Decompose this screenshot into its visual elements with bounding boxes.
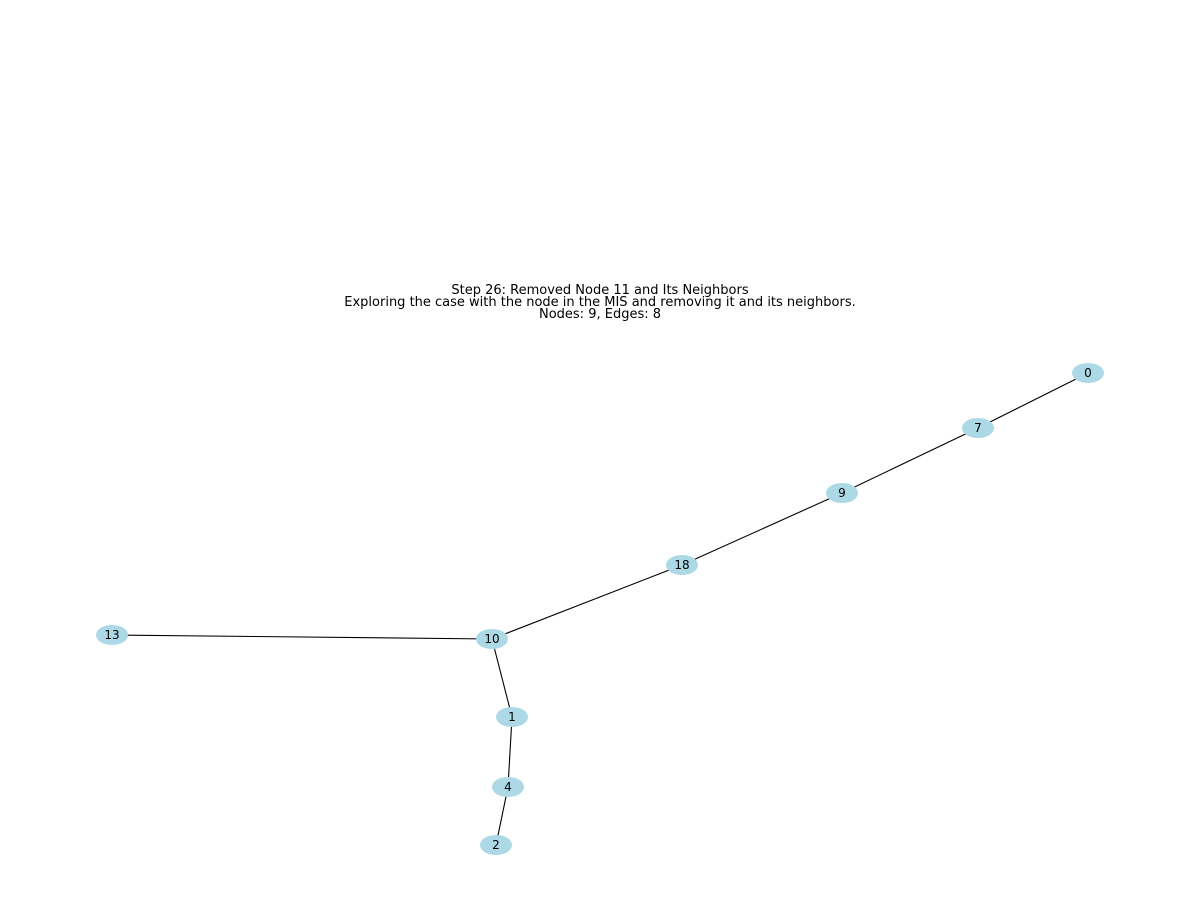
node-circle-9 (826, 483, 858, 503)
node-13: 13 (96, 625, 128, 645)
node-9: 9 (826, 483, 858, 503)
node-4: 4 (492, 777, 524, 797)
node-label-9: 9 (838, 486, 846, 500)
node-circle-7 (962, 418, 994, 438)
edge-9-18 (681, 492, 843, 566)
node-label-4: 4 (504, 780, 512, 794)
edge-10-13 (111, 634, 493, 640)
node-circle-0 (1072, 363, 1104, 383)
node-circle-13 (96, 625, 128, 645)
node-10: 10 (476, 629, 508, 649)
edge-0-7 (977, 372, 1089, 429)
node-label-13: 13 (104, 628, 119, 642)
edge-7-9 (841, 427, 979, 494)
node-7: 7 (962, 418, 994, 438)
node-2: 2 (480, 835, 512, 855)
title-step: Step 26: Removed Node 11 and Its Neighbo… (451, 283, 749, 298)
node-label-10: 10 (484, 632, 499, 646)
node-label-7: 7 (974, 421, 982, 435)
node-circle-2 (480, 835, 512, 855)
title-counts: Nodes: 9, Edges: 8 (538, 307, 662, 322)
node-circle-10 (476, 629, 508, 649)
node-circle-18 (666, 555, 698, 575)
node-label-0: 0 (1084, 366, 1092, 380)
node-18: 18 (666, 555, 698, 575)
graph-nodes: 0 7 9 18 10 13 1 4 2 (96, 363, 1104, 855)
node-label-2: 2 (492, 838, 500, 852)
node-1: 1 (496, 707, 528, 727)
title-description: Exploring the case with the node in the … (344, 295, 856, 310)
edge-1-4 (507, 716, 513, 788)
node-label-18: 18 (674, 558, 689, 572)
edge-18-10 (491, 564, 683, 640)
graph-edges (111, 372, 1089, 846)
diagram-title: Step 26: Removed Node 11 and Its Neighbo… (0, 283, 1200, 322)
node-circle-1 (496, 707, 528, 727)
node-circle-4 (492, 777, 524, 797)
node-label-1: 1 (508, 710, 516, 724)
node-0: 0 (1072, 363, 1104, 383)
edge-10-1 (491, 638, 513, 718)
